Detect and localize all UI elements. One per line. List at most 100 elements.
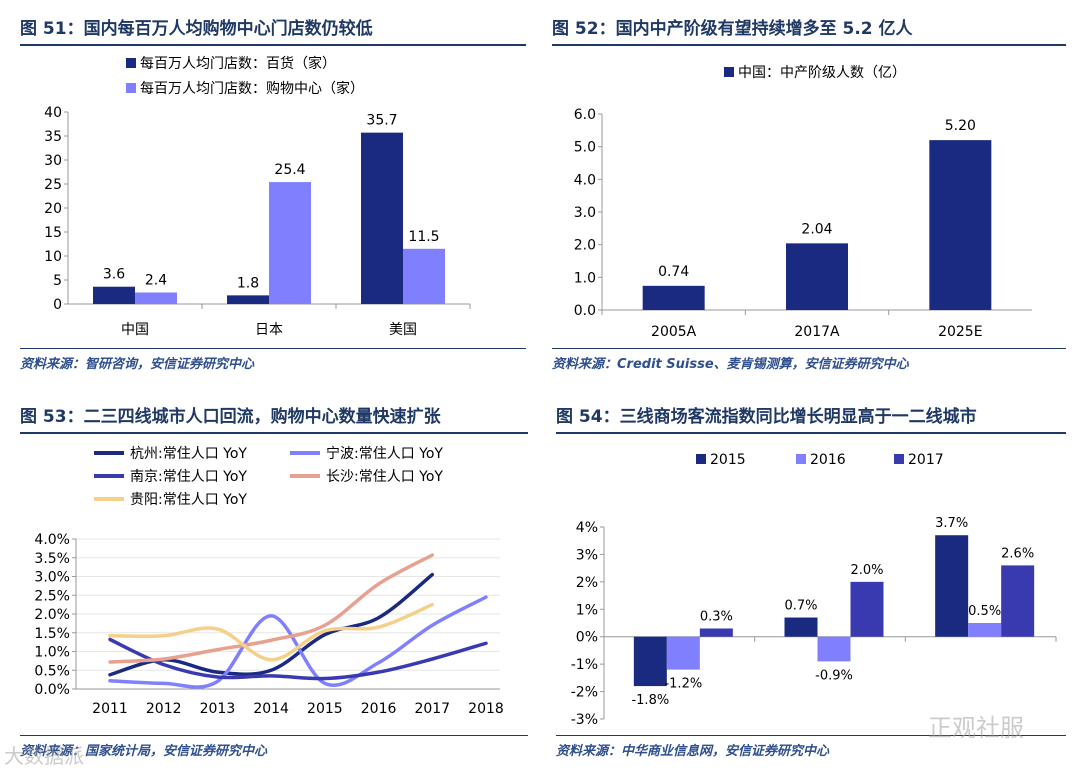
legend-label: 2017 — [908, 452, 944, 468]
legend-swatch — [126, 58, 136, 68]
fig52-title: 图 52：国内中产阶级有望持续增多至 5.2 亿人 — [552, 19, 913, 39]
x-tick-label: 2018 — [468, 701, 504, 717]
legend-label: 贵阳:常住人口 YoY — [130, 492, 247, 508]
fig51-bottom-rule — [20, 348, 526, 349]
bar — [1001, 565, 1035, 637]
y-tick-label: 5.0 — [574, 140, 596, 156]
y-tick-label: 3.0 — [574, 205, 596, 221]
bar — [642, 285, 705, 310]
fig54-bottom-rule — [556, 735, 1066, 736]
y-tick-label: 25 — [44, 177, 62, 193]
fig54-title-rule — [556, 432, 1066, 434]
data-label: 35.7 — [366, 113, 397, 129]
x-tick-label: 美国 — [389, 322, 417, 338]
legend-label: 南京:常住人口 YoY — [130, 469, 247, 485]
legend-label: 杭州:常住人口 YoY — [130, 446, 247, 462]
y-tick-label: 5 — [53, 273, 62, 289]
legend-label: 长沙:常住人口 YoY — [326, 469, 443, 485]
bar — [817, 636, 851, 662]
bar — [699, 628, 733, 637]
x-tick-label: 中国 — [121, 322, 149, 338]
fig53-chart: 0.0% 0.5% 1.0% 1.5% 2.0% 2.5% 3.0% 3.5% 4.0% 2011… — [34, 445, 504, 717]
x-tick-label: 日本 — [255, 322, 283, 338]
fig52-source: 资料来源：Credit Suisse、麦肯锡测算，安信证券研究中心 — [552, 357, 909, 372]
y-tick-label: 0.0 — [574, 303, 596, 319]
series-line — [108, 553, 435, 664]
fig54-source: 资料来源：中华商业信息网，安信证券研究中心 — [556, 744, 830, 759]
data-label: -1.8% — [631, 693, 669, 708]
watermark-left: 大数据派 — [4, 744, 84, 768]
y-tick-label: -2% — [571, 685, 598, 701]
data-label: 0.7% — [784, 599, 817, 614]
fig51-chart: 0 5 10 15 20 25 30 35 40 每百万人均门店数：百货（家） 每百万人均门店数：购… — [44, 55, 471, 338]
legend-label: 中国：中产阶级人数（亿） — [738, 65, 906, 81]
data-label: 0.5% — [968, 604, 1001, 619]
fig53-source: 资料来源：国家统计局，安信证券研究中心 — [20, 744, 268, 759]
y-tick-label: 2.5% — [34, 588, 70, 604]
bar — [968, 623, 1002, 637]
x-tick-label: 2025E — [938, 324, 982, 340]
y-tick-label: 1.5% — [34, 626, 70, 642]
y-tick-label: 0 — [53, 297, 62, 313]
data-label: 25.4 — [274, 162, 305, 178]
fig51-source: 资料来源：智研咨询，安信证券研究中心 — [20, 357, 255, 372]
y-tick-label: 35 — [44, 129, 62, 145]
fig53-title: 图 53：二三四线城市人口回流，购物中心数量快速扩张 — [20, 407, 441, 427]
y-tick-label: 4% — [576, 520, 598, 536]
data-label: 3.6 — [103, 267, 125, 283]
y-tick-label: 3.0% — [34, 570, 70, 586]
y-tick-label: 3% — [576, 547, 598, 563]
bar — [784, 617, 818, 637]
data-label: 11.5 — [408, 229, 439, 245]
legend-swatch — [126, 83, 136, 93]
fig52-bottom-rule — [552, 348, 1066, 349]
y-tick-label: 2.0% — [34, 607, 70, 623]
x-tick-label: 2015 — [307, 701, 343, 717]
data-label: -0.9% — [815, 668, 853, 683]
y-tick-label: 0.0% — [34, 682, 70, 698]
y-tick-label: 1.0 — [574, 270, 596, 286]
x-tick-label: 2011 — [92, 701, 128, 717]
data-label: 0.74 — [658, 264, 689, 280]
legend-label: 宁波:常住人口 YoY — [326, 445, 443, 462]
fig53-title-rule — [20, 432, 528, 434]
fig54-title: 图 54：三线商场客流指数同比增长明显高于一二线城市 — [556, 407, 977, 427]
data-label: 0.3% — [700, 609, 733, 624]
panel-fig51: 图 51：国内每百万人均购物中心门店数仍较低 0 5 10 15 20 25 30 35 40 每… — [20, 14, 526, 374]
data-label: 5.20 — [945, 118, 976, 134]
data-label: 2.0% — [850, 563, 883, 578]
bar — [633, 636, 667, 687]
bar — [666, 636, 700, 670]
fig52-title-rule — [552, 44, 1066, 46]
series-line — [108, 595, 488, 689]
x-tick-label: 2012 — [146, 701, 182, 717]
bar — [929, 140, 992, 310]
series-line — [108, 637, 488, 681]
y-tick-label: 4.0 — [574, 172, 596, 188]
legend-swatch — [696, 454, 706, 464]
bar — [850, 581, 884, 637]
bar — [361, 132, 403, 304]
y-tick-label: 3.5% — [34, 551, 70, 567]
y-tick-label: 10 — [44, 249, 62, 265]
legend-label: 每百万人均门店数：百货（家） — [140, 55, 336, 72]
panel-fig53: 图 53：二三四线城市人口回流，购物中心数量快速扩张 0.0% 0.5% 1.0% 1… — [20, 402, 528, 764]
series-line — [108, 602, 435, 662]
y-tick-label: 6.0 — [574, 107, 596, 123]
data-label: 3.7% — [935, 516, 968, 531]
bar — [786, 243, 848, 310]
legend-swatch — [724, 67, 734, 77]
legend-label: 每百万人均门店数：购物中心（家） — [140, 80, 364, 97]
fig51-title-rule — [20, 44, 526, 46]
x-tick-label: 2017A — [794, 324, 840, 340]
legend-swatch — [796, 454, 806, 464]
fig54-chart: -3%-2%-1%0%1%2%3%4%201520162017一线城市-1.8%… — [571, 452, 1057, 728]
data-label: -1.2% — [664, 677, 702, 692]
fig52-chart: 0.0 1.0 2.0 3.0 4.0 5.0 6.0 中国：中产阶级人数（亿） 2005A 0.… — [574, 65, 1032, 340]
fig51-title: 图 51：国内每百万人均购物中心门店数仍较低 — [20, 19, 373, 39]
panel-fig52: 图 52：国内中产阶级有望持续增多至 5.2 亿人 0.0 1.0 2.0 3.0 4.… — [552, 14, 1066, 374]
y-tick-label: 1.0% — [34, 645, 70, 661]
data-label: 1.8 — [237, 275, 259, 291]
x-tick-label: 2005A — [651, 324, 697, 340]
bar — [93, 286, 135, 304]
